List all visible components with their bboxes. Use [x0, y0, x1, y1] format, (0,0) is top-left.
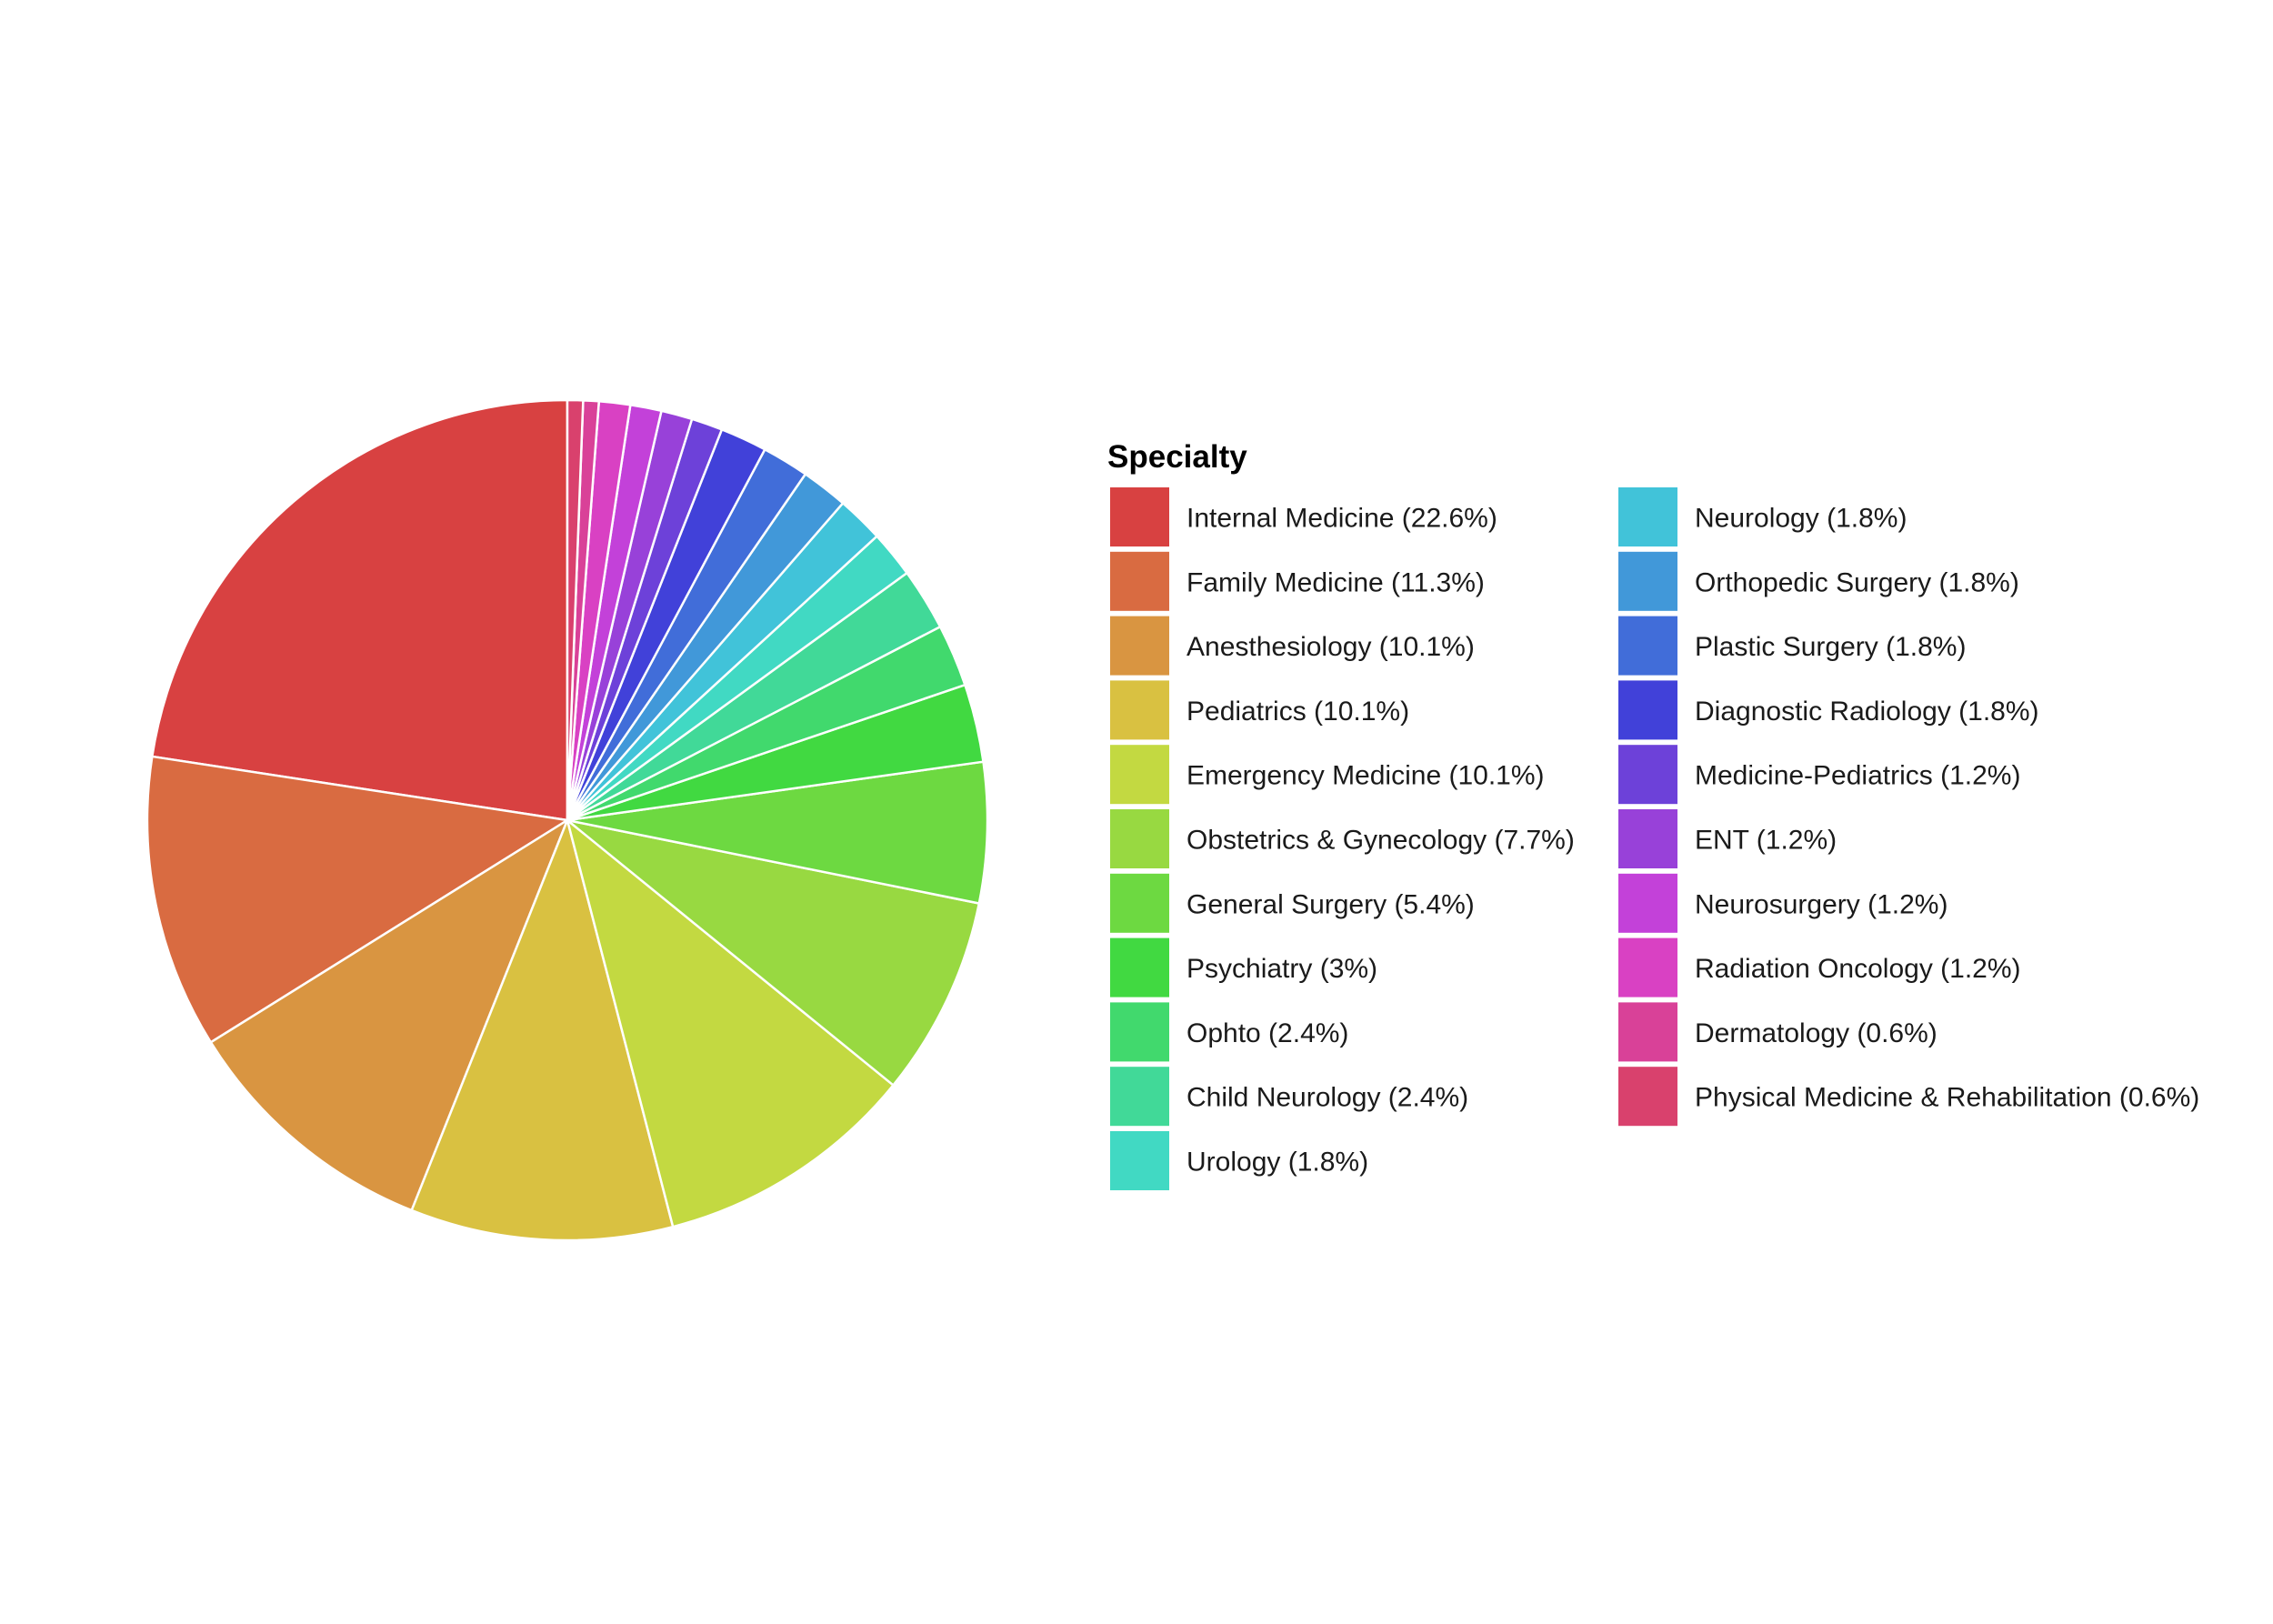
- legend-item: Internal Medicine (22.6%): [1110, 487, 1497, 546]
- legend-swatch: [1110, 551, 1169, 611]
- legend-label: Physical Medicine & Rehabilitation (0.6%…: [1695, 1083, 2199, 1113]
- legend-label: Obstetrics & Gynecology (7.7%): [1187, 826, 1575, 856]
- legend-label: Plastic Surgery (1.8%): [1695, 632, 1966, 662]
- legend-swatch: [1110, 1067, 1169, 1127]
- legend-label: Anesthesiology (10.1%): [1187, 632, 1475, 662]
- pie-slice-3: [410, 818, 675, 1242]
- legend-item: Emergency Medicine (10.1%): [1110, 745, 1545, 805]
- legend-swatch: [1618, 745, 1677, 805]
- pie-slice-0: [151, 398, 569, 822]
- legend-item: Radiation Oncology (1.2%): [1618, 937, 2021, 997]
- pie-slice-6: [566, 760, 989, 905]
- legend-label: Diagnostic Radiology (1.8%): [1695, 697, 2039, 727]
- legend-item: Urology (1.8%): [1110, 1131, 1368, 1190]
- legend-swatch: [1618, 680, 1677, 740]
- legend-swatch: [1110, 1002, 1169, 1062]
- legend-item: General Surgery (5.4%): [1110, 873, 1475, 933]
- legend-label: General Surgery (5.4%): [1187, 889, 1475, 919]
- legend-swatch: [1110, 873, 1169, 933]
- legend-swatch: [1110, 937, 1169, 997]
- legend-label: Psychiatry (3%): [1187, 954, 1377, 984]
- legend-label: ENT (1.2%): [1695, 826, 1837, 856]
- legend-label: Child Neurology (2.4%): [1187, 1083, 1468, 1113]
- pie-slice-1: [145, 755, 569, 1044]
- legend-item: Anesthesiology (10.1%): [1110, 616, 1475, 676]
- legend-label: Emergency Medicine (10.1%): [1187, 761, 1545, 791]
- legend-label: Dermatology (0.6%): [1695, 1018, 1938, 1048]
- legend-swatch: [1110, 809, 1169, 868]
- legend-title: Specialty: [1107, 439, 1247, 475]
- legend-swatch: [1618, 1002, 1677, 1062]
- legend-swatch: [1110, 680, 1169, 740]
- legend-items: Internal Medicine (22.6%) Family Medicine…: [1110, 487, 2199, 1190]
- legend-item: Neurosurgery (1.2%): [1618, 873, 1948, 933]
- legend-label: Medicine-Pediatrics (1.2%): [1695, 761, 2020, 791]
- legend-label: Radiation Oncology (1.2%): [1695, 954, 2021, 984]
- legend-label: Neurology (1.8%): [1695, 504, 1907, 534]
- legend-swatch: [1618, 809, 1677, 868]
- legend-item: Child Neurology (2.4%): [1110, 1067, 1468, 1127]
- legend-swatch: [1618, 487, 1677, 546]
- legend-swatch: [1110, 1131, 1169, 1190]
- legend-item: Ophto (2.4%): [1110, 1002, 1348, 1062]
- legend: Specialty Internal Medicine (22.6%) Famil…: [1107, 439, 2199, 1190]
- pie-slice-5: [566, 818, 981, 1087]
- legend-label: Ophto (2.4%): [1187, 1018, 1348, 1048]
- legend-swatch: [1618, 616, 1677, 676]
- legend-swatch: [1110, 487, 1169, 546]
- pie-slice-4: [566, 818, 895, 1228]
- legend-item: Medicine-Pediatrics (1.2%): [1618, 745, 2020, 805]
- legend-label: Urology (1.8%): [1187, 1148, 1368, 1178]
- legend-label: Pediatrics (10.1%): [1187, 697, 1409, 727]
- legend-item: Family Medicine (11.3%): [1110, 551, 1485, 611]
- legend-item: Dermatology (0.6%): [1618, 1002, 1938, 1062]
- legend-swatch: [1618, 1067, 1677, 1127]
- legend-item: Diagnostic Radiology (1.8%): [1618, 680, 2039, 740]
- pie-slice-20: [566, 398, 585, 822]
- legend-item: Obstetrics & Gynecology (7.7%): [1110, 809, 1575, 868]
- legend-swatch: [1110, 745, 1169, 805]
- legend-item: ENT (1.2%): [1618, 809, 1837, 868]
- legend-swatch: [1110, 616, 1169, 676]
- legend-label: Neurosurgery (1.2%): [1695, 889, 1948, 919]
- legend-label: Orthopedic Surgery (1.8%): [1695, 567, 2019, 597]
- legend-swatch: [1618, 551, 1677, 611]
- legend-swatch: [1618, 873, 1677, 933]
- legend-item: Plastic Surgery (1.8%): [1618, 616, 1966, 676]
- legend-label: Internal Medicine (22.6%): [1187, 504, 1497, 534]
- legend-item: Psychiatry (3%): [1110, 937, 1377, 997]
- legend-label: Family Medicine (11.3%): [1187, 567, 1485, 597]
- legend-item: Orthopedic Surgery (1.8%): [1618, 551, 2019, 611]
- legend-item: Pediatrics (10.1%): [1110, 680, 1409, 740]
- pie-slice-2: [209, 818, 569, 1212]
- legend-item: Neurology (1.8%): [1618, 487, 1907, 546]
- pie-slices: [145, 398, 989, 1242]
- legend-item: Physical Medicine & Rehabilitation (0.6%…: [1618, 1067, 2199, 1127]
- legend-swatch: [1618, 937, 1677, 997]
